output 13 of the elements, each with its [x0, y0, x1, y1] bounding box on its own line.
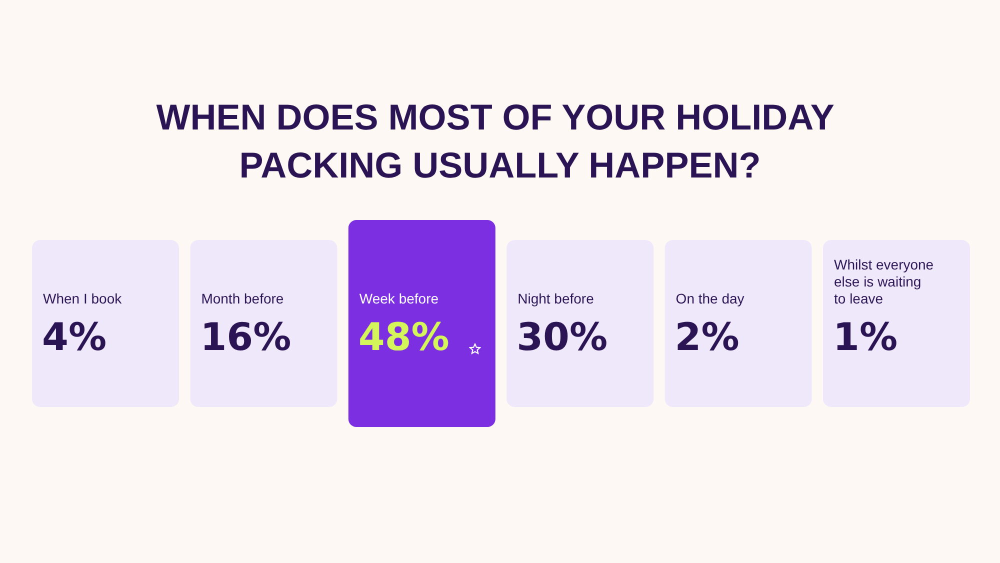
data-label: 30%	[516, 315, 608, 359]
data-label: 4%	[42, 315, 107, 359]
data-label: 48%	[358, 315, 450, 359]
category-label: Month before	[201, 290, 284, 306]
text: WHEN DOES MOST OF YOUR HOLIDAY PACKING USUALLY HAPPEN?	[156, 96, 844, 186]
data-label: 16%	[200, 315, 292, 359]
category-label: Week before	[359, 290, 439, 306]
data-label: 1%	[833, 315, 898, 359]
data-label: 2%	[674, 315, 740, 359]
category-label: Night before	[518, 290, 594, 306]
category-label: Whilst everyone else is waiting to leave	[834, 256, 938, 306]
category-label: When I book	[43, 290, 123, 306]
category-label: On the day	[676, 290, 744, 306]
